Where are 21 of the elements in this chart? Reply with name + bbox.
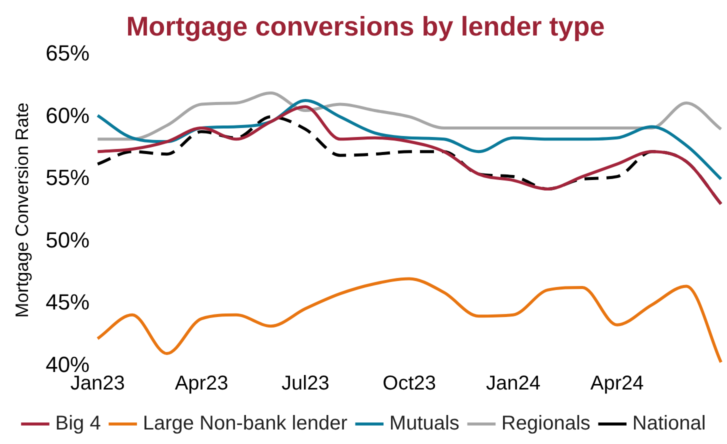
y-tick-label: 55% (46, 165, 90, 190)
x-tick-label: Oct23 (382, 372, 436, 395)
x-tick-label: Jul23 (282, 372, 330, 395)
legend-label: National (632, 412, 706, 435)
x-tick-label: Apr23 (174, 372, 228, 395)
y-tick-label: 65% (46, 40, 90, 66)
legend-label: Mutuals (389, 412, 460, 435)
line-series (96, 277, 722, 364)
y-tick-label: 45% (46, 290, 90, 315)
y-tick-label: 60% (46, 102, 90, 128)
line-series (96, 92, 722, 141)
legend-label: Large Non-bank lender (142, 412, 348, 435)
y-tick-label: 50% (46, 227, 90, 252)
legend-label: Big 4 (55, 412, 101, 435)
x-tick-label: Apr24 (590, 372, 644, 395)
x-tick-label: Jan24 (486, 372, 540, 395)
legend-label: Regionals (501, 412, 590, 435)
line-series (96, 99, 722, 181)
x-tick-label: Jan23 (70, 372, 125, 395)
y-axis-title: Mortgage Conversion Rate (12, 102, 32, 318)
chart-title: Mortgage conversions by lender type (126, 12, 605, 42)
